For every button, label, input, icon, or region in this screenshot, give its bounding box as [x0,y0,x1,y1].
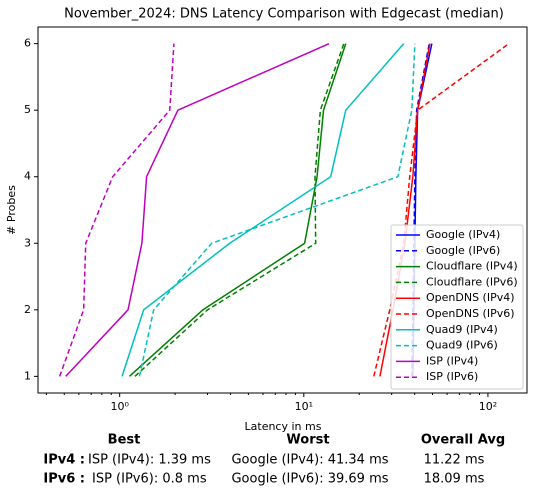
legend-label: Cloudflare (IPv4) [426,260,518,273]
plot-area [37,26,528,394]
summary-cell: ISP (IPv6): 0.8 ms [92,472,207,487]
y-tick-label: 1 [24,369,31,382]
series-line [134,43,345,377]
y-tick-label: 5 [24,103,31,116]
summary-cell: Google (IPv4): 41.34 ms [231,453,388,468]
x-tick-label: 10¹ [295,400,313,413]
legend-label: Google (IPv4) [426,228,500,241]
legend-label: ISP (IPv4) [426,354,478,367]
series-line [138,43,416,377]
legend-label: ISP (IPv6) [426,370,478,383]
summary-row-label: IPv4 : [43,453,85,468]
series-line [128,43,347,377]
summary-header: Best [108,433,141,448]
x-tick-label: 10⁰ [110,400,129,413]
series-line [58,43,175,377]
summary-header: Worst [286,433,329,448]
summary-cell: Google (IPv6): 39.69 ms [231,472,388,487]
y-tick-label: 3 [24,236,31,249]
x-tick-label: 10² [479,400,497,413]
legend-label: OpenDNS (IPv4) [426,291,515,304]
summary-cell: 11.22 ms [424,453,485,468]
y-tick-label: 2 [24,303,31,316]
legend-label: Quad9 (IPv6) [426,339,498,352]
summary-cell: 18.09 ms [424,472,485,487]
legend-label: Google (IPv6) [426,244,500,257]
summary-cell: ISP (IPv4): 1.39 ms [88,453,211,468]
y-tick-label: 6 [24,37,31,50]
summary-header: Overall Avg [421,433,505,448]
y-tick-label: 4 [24,170,31,183]
series-line [373,43,510,377]
x-axis-label: Latency in ms [245,420,322,433]
legend-label: Cloudflare (IPv6) [426,275,518,288]
legend-label: OpenDNS (IPv6) [426,307,515,320]
y-axis-label: # Probes [5,185,18,235]
chart-title: November_2024: DNS Latency Comparison wi… [64,7,504,22]
legend-label: Quad9 (IPv4) [426,323,498,336]
summary-row-label: IPv6 : [43,472,85,487]
series-line [121,43,405,377]
series-line [65,42,330,377]
legend-box [390,224,524,390]
